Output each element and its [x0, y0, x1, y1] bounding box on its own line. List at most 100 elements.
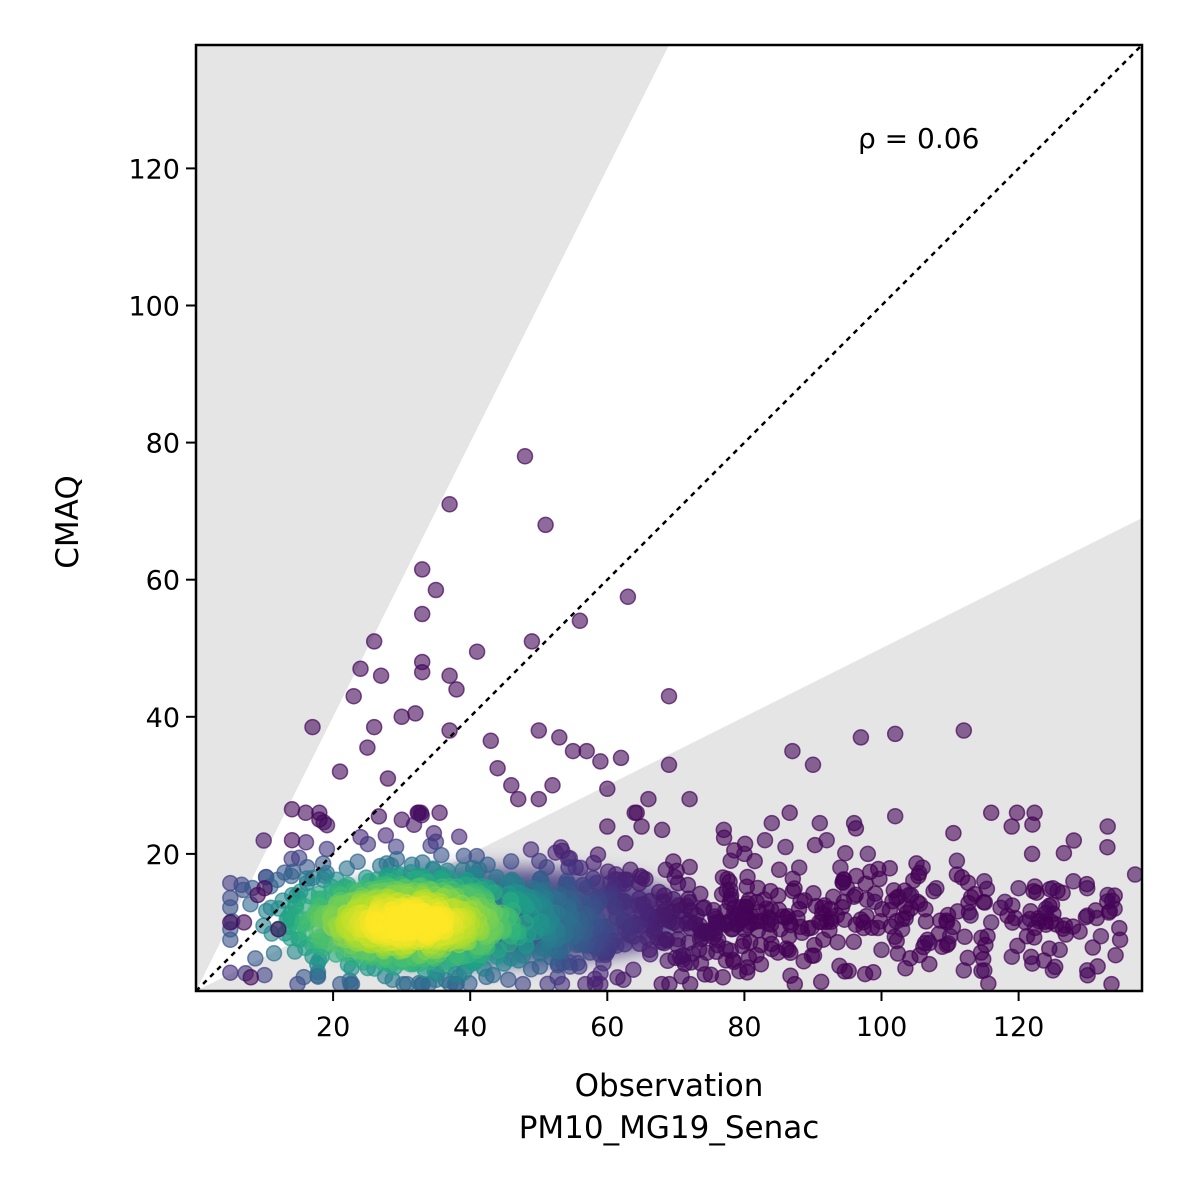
scatter-point [1055, 844, 1073, 862]
y-axis-label: CMAQ [50, 475, 86, 568]
scatter-point [1078, 962, 1096, 979]
x-tick-label: 120 [993, 1012, 1045, 1043]
scatter-point [1065, 873, 1082, 890]
scatter-point [715, 821, 733, 839]
scatter-point [523, 633, 541, 650]
scatter-point [1107, 946, 1124, 964]
scatter-point [845, 814, 863, 832]
scatter-point [560, 859, 577, 876]
scatter-point [1099, 886, 1116, 904]
correlation-annotation: ρ = 0.06 [858, 122, 979, 155]
scatter-point [265, 945, 283, 962]
scatter-point [982, 914, 1000, 931]
upper-shaded-band [196, 45, 669, 991]
scatter-point [612, 749, 630, 767]
scatter-point [1111, 919, 1128, 937]
scatter-point [247, 950, 264, 967]
scatter-point [537, 516, 554, 534]
scatter-point [578, 742, 595, 760]
scatter-point [407, 705, 424, 722]
scatter-point [812, 973, 830, 991]
scatter-point [955, 722, 973, 739]
one-to-one-line [196, 45, 1142, 991]
scatter-point [640, 790, 657, 808]
scatter-point [283, 831, 301, 849]
y-tick-label: 120 [128, 154, 180, 185]
scatter-point [599, 780, 616, 798]
y-tick-label: 100 [128, 291, 180, 322]
scatter-point [242, 969, 260, 986]
scatter-point [633, 818, 650, 835]
scatter-point [235, 914, 253, 931]
x-tick-label: 20 [316, 1012, 350, 1043]
scatter-point [722, 852, 739, 870]
scatter-point [756, 831, 774, 849]
scatter-point [500, 971, 517, 988]
x-tick-label: 80 [727, 1012, 761, 1043]
scatter-point [297, 804, 314, 822]
scatter-point [893, 921, 911, 938]
scatter-point [1051, 941, 1068, 959]
scatter-point [345, 687, 362, 705]
scatter-point [1037, 900, 1055, 917]
x-tick-label: 40 [453, 1012, 487, 1043]
scatter-point [514, 975, 532, 991]
scatter-point [945, 824, 962, 842]
scatter-point [1099, 838, 1116, 856]
scatter-point [1003, 948, 1021, 965]
scatter-point [509, 790, 527, 808]
scatter-point [413, 561, 431, 578]
scatter-point [222, 914, 239, 931]
x-axis-sublabel: PM10_MG19_Senac [519, 1110, 820, 1146]
scatter-point [804, 756, 822, 774]
scatter-point [948, 866, 966, 883]
scatter-point [592, 753, 609, 770]
y-tick-label: 80 [146, 429, 180, 460]
scatter-point [295, 968, 313, 986]
scatter-point [1084, 939, 1102, 956]
scatter-point [270, 921, 287, 938]
scatter-point [659, 952, 676, 970]
scatter-point [982, 804, 1000, 822]
scatter-point [856, 965, 874, 983]
scatter-point [441, 496, 458, 513]
plot-frame [194, 43, 1144, 993]
scatter-point [522, 961, 540, 978]
scatter-point [784, 742, 801, 760]
scatter-point [441, 722, 458, 739]
x-tick-label: 60 [590, 1012, 624, 1043]
scatter-point [433, 846, 450, 864]
scatter-point [1044, 879, 1062, 897]
scatter-point [331, 763, 349, 780]
scatter-point [973, 929, 990, 947]
scatter-point [283, 867, 300, 885]
y-axis-ticks: 20 40 60 80 100 120 [128, 154, 196, 871]
scatter-point [393, 708, 410, 726]
scatter-point [832, 859, 849, 876]
scatter-point [795, 953, 812, 970]
scatter-point [448, 681, 465, 698]
scatter-point [352, 660, 369, 678]
scatter-point [1024, 955, 1041, 972]
scatter-point [653, 821, 671, 839]
scatter-point [422, 837, 439, 855]
scatter-point [617, 835, 634, 852]
scatter-point [948, 852, 966, 870]
scatter-point [781, 804, 798, 822]
scatter-point [571, 612, 589, 630]
scatter-point [1023, 845, 1041, 863]
scatter-point [503, 777, 520, 794]
scatter-point [304, 718, 321, 736]
scatter-point [431, 804, 448, 822]
scatter-point [338, 860, 356, 877]
scatter-point [405, 816, 423, 834]
scatter-point [311, 811, 328, 828]
scatter-point [1078, 879, 1096, 897]
scatter-point [530, 722, 548, 739]
scatter-point [222, 964, 239, 981]
scatter-point [962, 907, 979, 924]
scatter-point [866, 893, 883, 911]
scatter-point [921, 934, 938, 952]
scatter-point [941, 927, 959, 945]
scatter-point [551, 729, 568, 746]
